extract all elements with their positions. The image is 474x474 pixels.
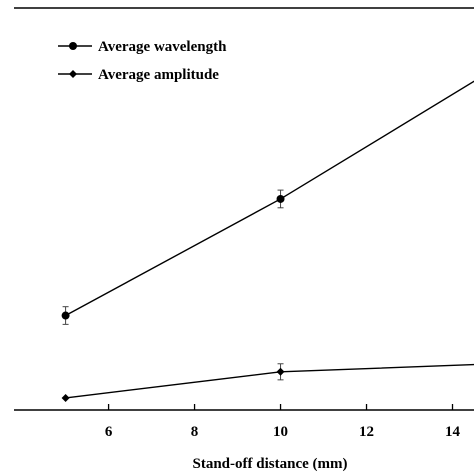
x-tick-label: 10 bbox=[273, 424, 288, 440]
x-tick-label: 12 bbox=[359, 424, 374, 440]
x-tick-label: 14 bbox=[445, 424, 461, 440]
data-point bbox=[61, 311, 70, 320]
series-average-amplitude bbox=[61, 363, 474, 402]
x-tick-label: 6 bbox=[105, 424, 113, 440]
x-tick-label: 8 bbox=[191, 424, 199, 440]
x-axis-ticks: 6 8 10 12 14 bbox=[105, 404, 461, 440]
series-line bbox=[65, 80, 474, 317]
legend-marker bbox=[69, 70, 77, 78]
plot-frame bbox=[14, 7, 474, 411]
legend-item: Average amplitude bbox=[58, 67, 219, 83]
legend-marker bbox=[69, 42, 77, 50]
legend-label: Average wavelength bbox=[98, 39, 227, 55]
series-line bbox=[65, 363, 474, 399]
legend: Average wavelength Average amplitude bbox=[58, 39, 227, 83]
series-average-wavelength bbox=[61, 80, 474, 325]
data-point bbox=[276, 367, 285, 376]
legend-label: Average amplitude bbox=[98, 67, 219, 83]
series-layer bbox=[61, 80, 474, 402]
data-point bbox=[276, 194, 285, 203]
x-axis-label: Stand-off distance (mm) bbox=[193, 456, 348, 472]
legend-item: Average wavelength bbox=[58, 39, 227, 55]
data-point bbox=[61, 393, 70, 402]
